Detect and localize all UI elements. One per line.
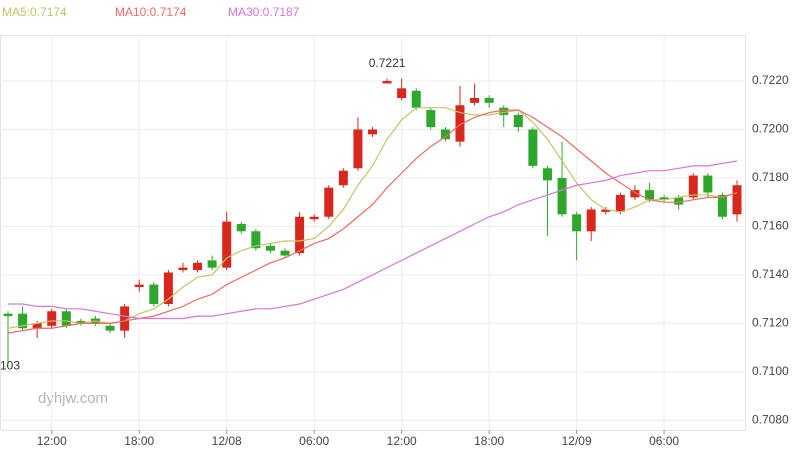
- candle-body: [732, 185, 742, 215]
- candle-body: [484, 98, 494, 103]
- candle-body: [528, 129, 538, 166]
- candle-body: [572, 214, 582, 232]
- candle-body: [265, 245, 275, 251]
- candle-body: [499, 107, 509, 115]
- x-tick-label: 18:00: [124, 434, 154, 448]
- y-tick-label: 0.7220: [752, 73, 789, 87]
- candle-body: [61, 311, 71, 326]
- y-tick-label: 0.7120: [752, 316, 789, 330]
- candle-body: [586, 209, 596, 232]
- candle-body: [455, 105, 465, 142]
- ma-line: [8, 160, 738, 320]
- candle-body: [659, 197, 669, 200]
- ma-line: [7, 107, 738, 329]
- y-tick-label: 0.7100: [752, 364, 789, 378]
- candle-body: [280, 250, 290, 256]
- candle-body: [120, 306, 130, 331]
- annotation: 103: [0, 359, 20, 373]
- legend-entry: MA10:0.7174: [115, 5, 187, 19]
- candle-body: [674, 197, 684, 205]
- candle-body: [645, 190, 655, 200]
- candle-body: [440, 129, 450, 140]
- candle-body: [382, 81, 392, 84]
- y-tick-label: 0.7140: [752, 267, 789, 281]
- candle-body: [353, 129, 363, 169]
- candle-body: [105, 325, 115, 331]
- candle-body: [411, 90, 421, 108]
- candle-body: [688, 175, 698, 198]
- legend-entry: MA30:0.7187: [228, 5, 300, 19]
- candle-body: [324, 187, 334, 217]
- candle-body: [397, 88, 407, 99]
- candle-body: [295, 216, 305, 254]
- candle-body: [163, 272, 173, 304]
- candle-body: [236, 224, 246, 232]
- candle-body: [703, 175, 713, 193]
- candle-body: [601, 209, 611, 212]
- candle-body: [338, 170, 348, 186]
- plot-frame: [0, 35, 746, 431]
- candle-body: [178, 267, 188, 271]
- candle-body: [3, 313, 13, 317]
- x-tick-label: 06:00: [649, 434, 679, 448]
- ma-line: [7, 109, 738, 334]
- legend-entry: MA5:0.7174: [2, 5, 67, 19]
- x-tick-label: 12:00: [387, 434, 417, 448]
- candle-body: [513, 114, 523, 128]
- candle-body: [149, 284, 159, 304]
- candle-body: [222, 221, 232, 268]
- candle-body: [47, 311, 57, 326]
- annotation: 0.7221: [369, 56, 406, 70]
- y-tick-label: 0.7080: [752, 412, 789, 426]
- x-tick-label: 18:00: [474, 434, 504, 448]
- candle-body: [207, 260, 217, 268]
- candle-body: [309, 216, 319, 220]
- candle-body: [76, 320, 86, 324]
- y-tick-label: 0.7160: [752, 219, 789, 233]
- y-tick-label: 0.7200: [752, 122, 789, 136]
- candle-body: [32, 323, 42, 329]
- candle-body: [470, 98, 480, 103]
- candle-body: [542, 168, 552, 181]
- watermark: dyhjw.com: [38, 390, 108, 407]
- x-tick-label: 12/08: [212, 434, 242, 448]
- candle-body: [717, 194, 727, 217]
- candle-body: [557, 177, 567, 215]
- candle-body: [368, 129, 377, 135]
- x-tick-label: 06:00: [299, 434, 329, 448]
- x-tick-label: 12/09: [562, 434, 592, 448]
- candle-body: [134, 284, 144, 288]
- candle-body: [426, 110, 436, 128]
- candle-body: [615, 194, 625, 212]
- candle-body: [193, 262, 203, 271]
- candle-body: [251, 231, 261, 249]
- candle-body: [630, 190, 640, 198]
- candle-body: [18, 313, 28, 329]
- y-tick-label: 0.7180: [752, 170, 789, 184]
- x-tick-label: 12:00: [37, 434, 67, 448]
